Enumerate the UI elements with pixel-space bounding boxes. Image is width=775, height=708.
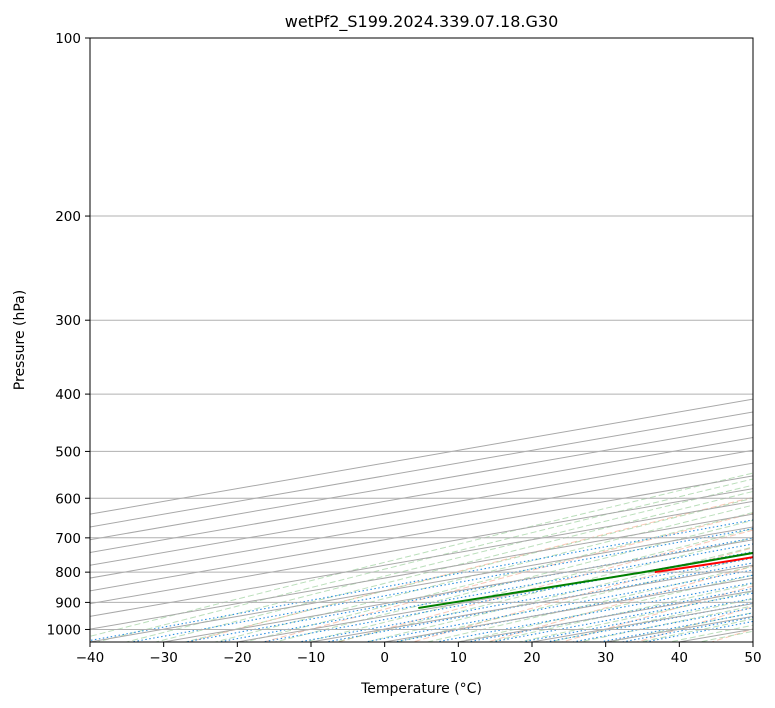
dry-adiabat bbox=[336, 529, 753, 642]
y-tick-label: 300 bbox=[55, 313, 81, 329]
y-axis: 100 200 300 400 500 600 700 800 900 1000 bbox=[47, 31, 90, 638]
moist-adiabat bbox=[364, 546, 753, 642]
isotherm bbox=[90, 526, 753, 642]
y-tick-label: 800 bbox=[55, 565, 81, 581]
moist-adiabat bbox=[183, 497, 753, 642]
series-group bbox=[418, 551, 753, 609]
isotherm bbox=[758, 25, 775, 654]
dry-adiabat bbox=[261, 512, 753, 642]
isotherm bbox=[90, 500, 753, 617]
chart-title: wetPf2_S199.2024.339.07.18.G30 bbox=[285, 12, 559, 32]
isotherm bbox=[676, 628, 753, 642]
isotherm bbox=[90, 513, 753, 630]
dry-adiabat bbox=[485, 565, 753, 642]
isotherm bbox=[528, 603, 753, 642]
x-tick-label: 40 bbox=[671, 650, 688, 666]
isotherm bbox=[234, 551, 753, 642]
mixing-ratio-line bbox=[259, 551, 753, 642]
y-tick-label: 900 bbox=[55, 595, 81, 611]
dry-adiabat bbox=[635, 606, 753, 642]
y-tick-label: 500 bbox=[55, 444, 81, 460]
x-tick-label: 10 bbox=[450, 650, 467, 666]
isotherm bbox=[90, 411, 753, 528]
isotherm bbox=[160, 539, 753, 642]
x-tick-label: −20 bbox=[223, 650, 252, 666]
mixing-ratio-line bbox=[215, 543, 753, 642]
moist-adiabat bbox=[90, 472, 753, 637]
isotherm bbox=[749, 641, 753, 642]
x-tick-label: 30 bbox=[597, 650, 614, 666]
y-tick-label: 1000 bbox=[47, 622, 81, 638]
y-tick-label: 600 bbox=[55, 491, 81, 507]
x-tick-label: 20 bbox=[523, 650, 540, 666]
dry-adiabat bbox=[750, 25, 775, 654]
isotherm bbox=[90, 398, 753, 515]
x-tick-label: −10 bbox=[297, 650, 326, 666]
x-axis: −40 −30 −20 −10 0 10 20 30 40 50 bbox=[76, 642, 762, 666]
x-tick-label: 0 bbox=[380, 650, 389, 666]
moist-adiabat bbox=[637, 618, 753, 642]
moist-adiabat bbox=[516, 591, 753, 642]
isotherm bbox=[90, 488, 753, 605]
moist-adiabat bbox=[455, 574, 753, 642]
isotherm bbox=[90, 437, 753, 554]
y-axis-label: Pressure (hPa) bbox=[12, 290, 28, 390]
x-axis-label: Temperature (°C) bbox=[360, 681, 482, 697]
moist-adiabat bbox=[273, 519, 753, 642]
mixing-ratio-line bbox=[90, 519, 753, 642]
x-tick-label: −40 bbox=[76, 650, 105, 666]
dry-adiabat bbox=[560, 585, 753, 642]
y-tick-label: 400 bbox=[55, 387, 81, 403]
y-tick-label: 700 bbox=[55, 531, 81, 547]
moist-adiabat bbox=[95, 478, 753, 642]
y-tick-label: 100 bbox=[55, 31, 81, 47]
dry-adiabat bbox=[411, 547, 753, 642]
isotherm bbox=[381, 577, 753, 642]
isotherm bbox=[90, 449, 753, 566]
x-tick-label: 50 bbox=[744, 650, 761, 666]
isotherm bbox=[90, 475, 753, 592]
mixing-ratio-line bbox=[489, 592, 753, 642]
series-line-dewpoint bbox=[418, 551, 753, 609]
grid-lines bbox=[90, 25, 775, 654]
y-tick-label: 200 bbox=[55, 209, 81, 225]
dry-adiabat bbox=[710, 628, 753, 642]
moist-adiabat bbox=[243, 511, 753, 642]
plot-frame bbox=[89, 37, 754, 643]
isotherm bbox=[90, 424, 753, 541]
isotherm bbox=[90, 462, 753, 579]
dry-adiabat bbox=[186, 496, 753, 642]
moist-adiabat bbox=[577, 605, 753, 642]
background-lines bbox=[90, 25, 775, 654]
moist-adiabat bbox=[607, 612, 753, 642]
x-tick-label: −30 bbox=[149, 650, 178, 666]
